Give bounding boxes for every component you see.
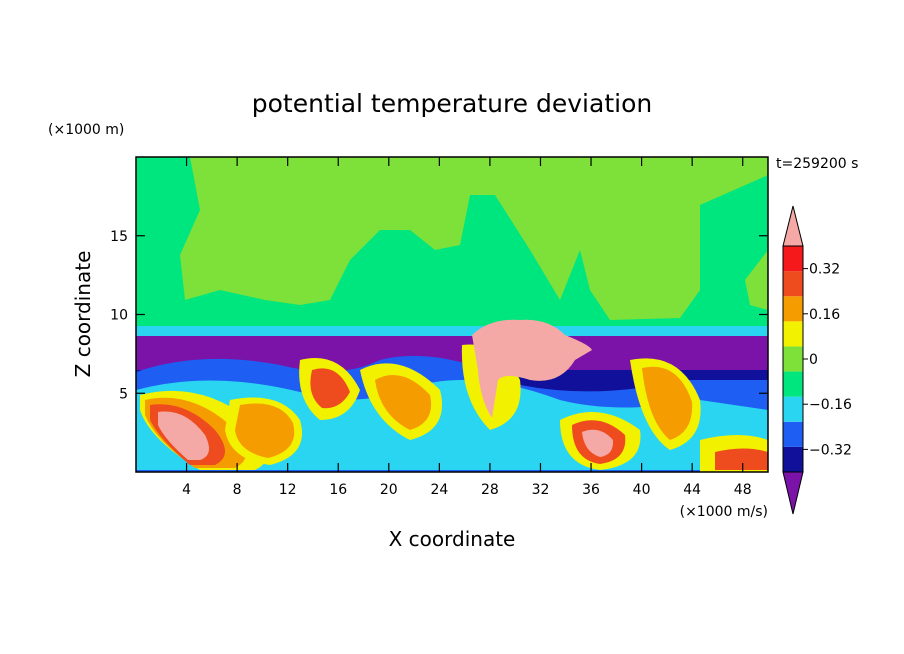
right-small-plume [745, 250, 768, 310]
colorbar: 0.32 0.16 0 −0.16 −0.32 [782, 205, 852, 515]
x-unit-label: (×1000 m/s) [680, 504, 768, 520]
x-axis-ticks: 4 8 12 16 20 24 28 32 36 40 44 48 [182, 157, 752, 498]
colorbar-tick-label: −0.32 [809, 442, 852, 458]
colorbar-segment [783, 346, 803, 372]
x-tick-label: 24 [430, 482, 448, 498]
x-tick-label: 8 [233, 482, 242, 498]
x-tick-label: 44 [683, 482, 701, 498]
x-tick-label: 28 [481, 482, 499, 498]
transition-band [136, 326, 768, 336]
eddy-field [136, 319, 768, 472]
colorbar-tick-label: 0 [809, 352, 818, 368]
chart-title: potential temperature deviation [252, 89, 652, 118]
colorbar-tick-label: −0.16 [809, 397, 852, 413]
colorbar-segment [783, 396, 803, 422]
y-unit-label: (×1000 m) [48, 122, 124, 138]
x-axis-label: X coordinate [389, 527, 516, 551]
x-tick-label: 12 [279, 482, 297, 498]
time-label: t=259200 s [776, 156, 858, 172]
colorbar-tick-label: 0.32 [809, 262, 840, 278]
x-tick-label: 48 [734, 482, 752, 498]
plot-area [136, 157, 768, 472]
x-tick-label: 40 [633, 482, 651, 498]
upper-plume-contour [136, 157, 768, 320]
y-tick-label: 15 [110, 229, 128, 245]
colorbar-segment [783, 421, 803, 447]
colorbar-tick-label: 0.16 [809, 307, 840, 323]
y-axis-ticks: 5 10 15 [110, 229, 768, 402]
colorbar-extend-bottom [782, 471, 804, 515]
colorbar-segment [783, 321, 803, 347]
colorbar-segment [783, 271, 803, 297]
x-tick-label: 32 [532, 482, 550, 498]
x-tick-label: 36 [582, 482, 600, 498]
y-tick-label: 5 [119, 386, 128, 402]
x-tick-label: 20 [380, 482, 398, 498]
x-tick-label: 16 [329, 482, 347, 498]
colorbar-segment [783, 246, 803, 272]
colorbar-segment [783, 446, 803, 472]
colorbar-segment [783, 371, 803, 397]
x-tick-label: 4 [182, 482, 191, 498]
y-tick-label: 10 [110, 308, 128, 324]
colorbar-extend-top [782, 205, 804, 247]
colorbar-segment [783, 296, 803, 322]
y-axis-label: Z coordinate [71, 251, 95, 378]
